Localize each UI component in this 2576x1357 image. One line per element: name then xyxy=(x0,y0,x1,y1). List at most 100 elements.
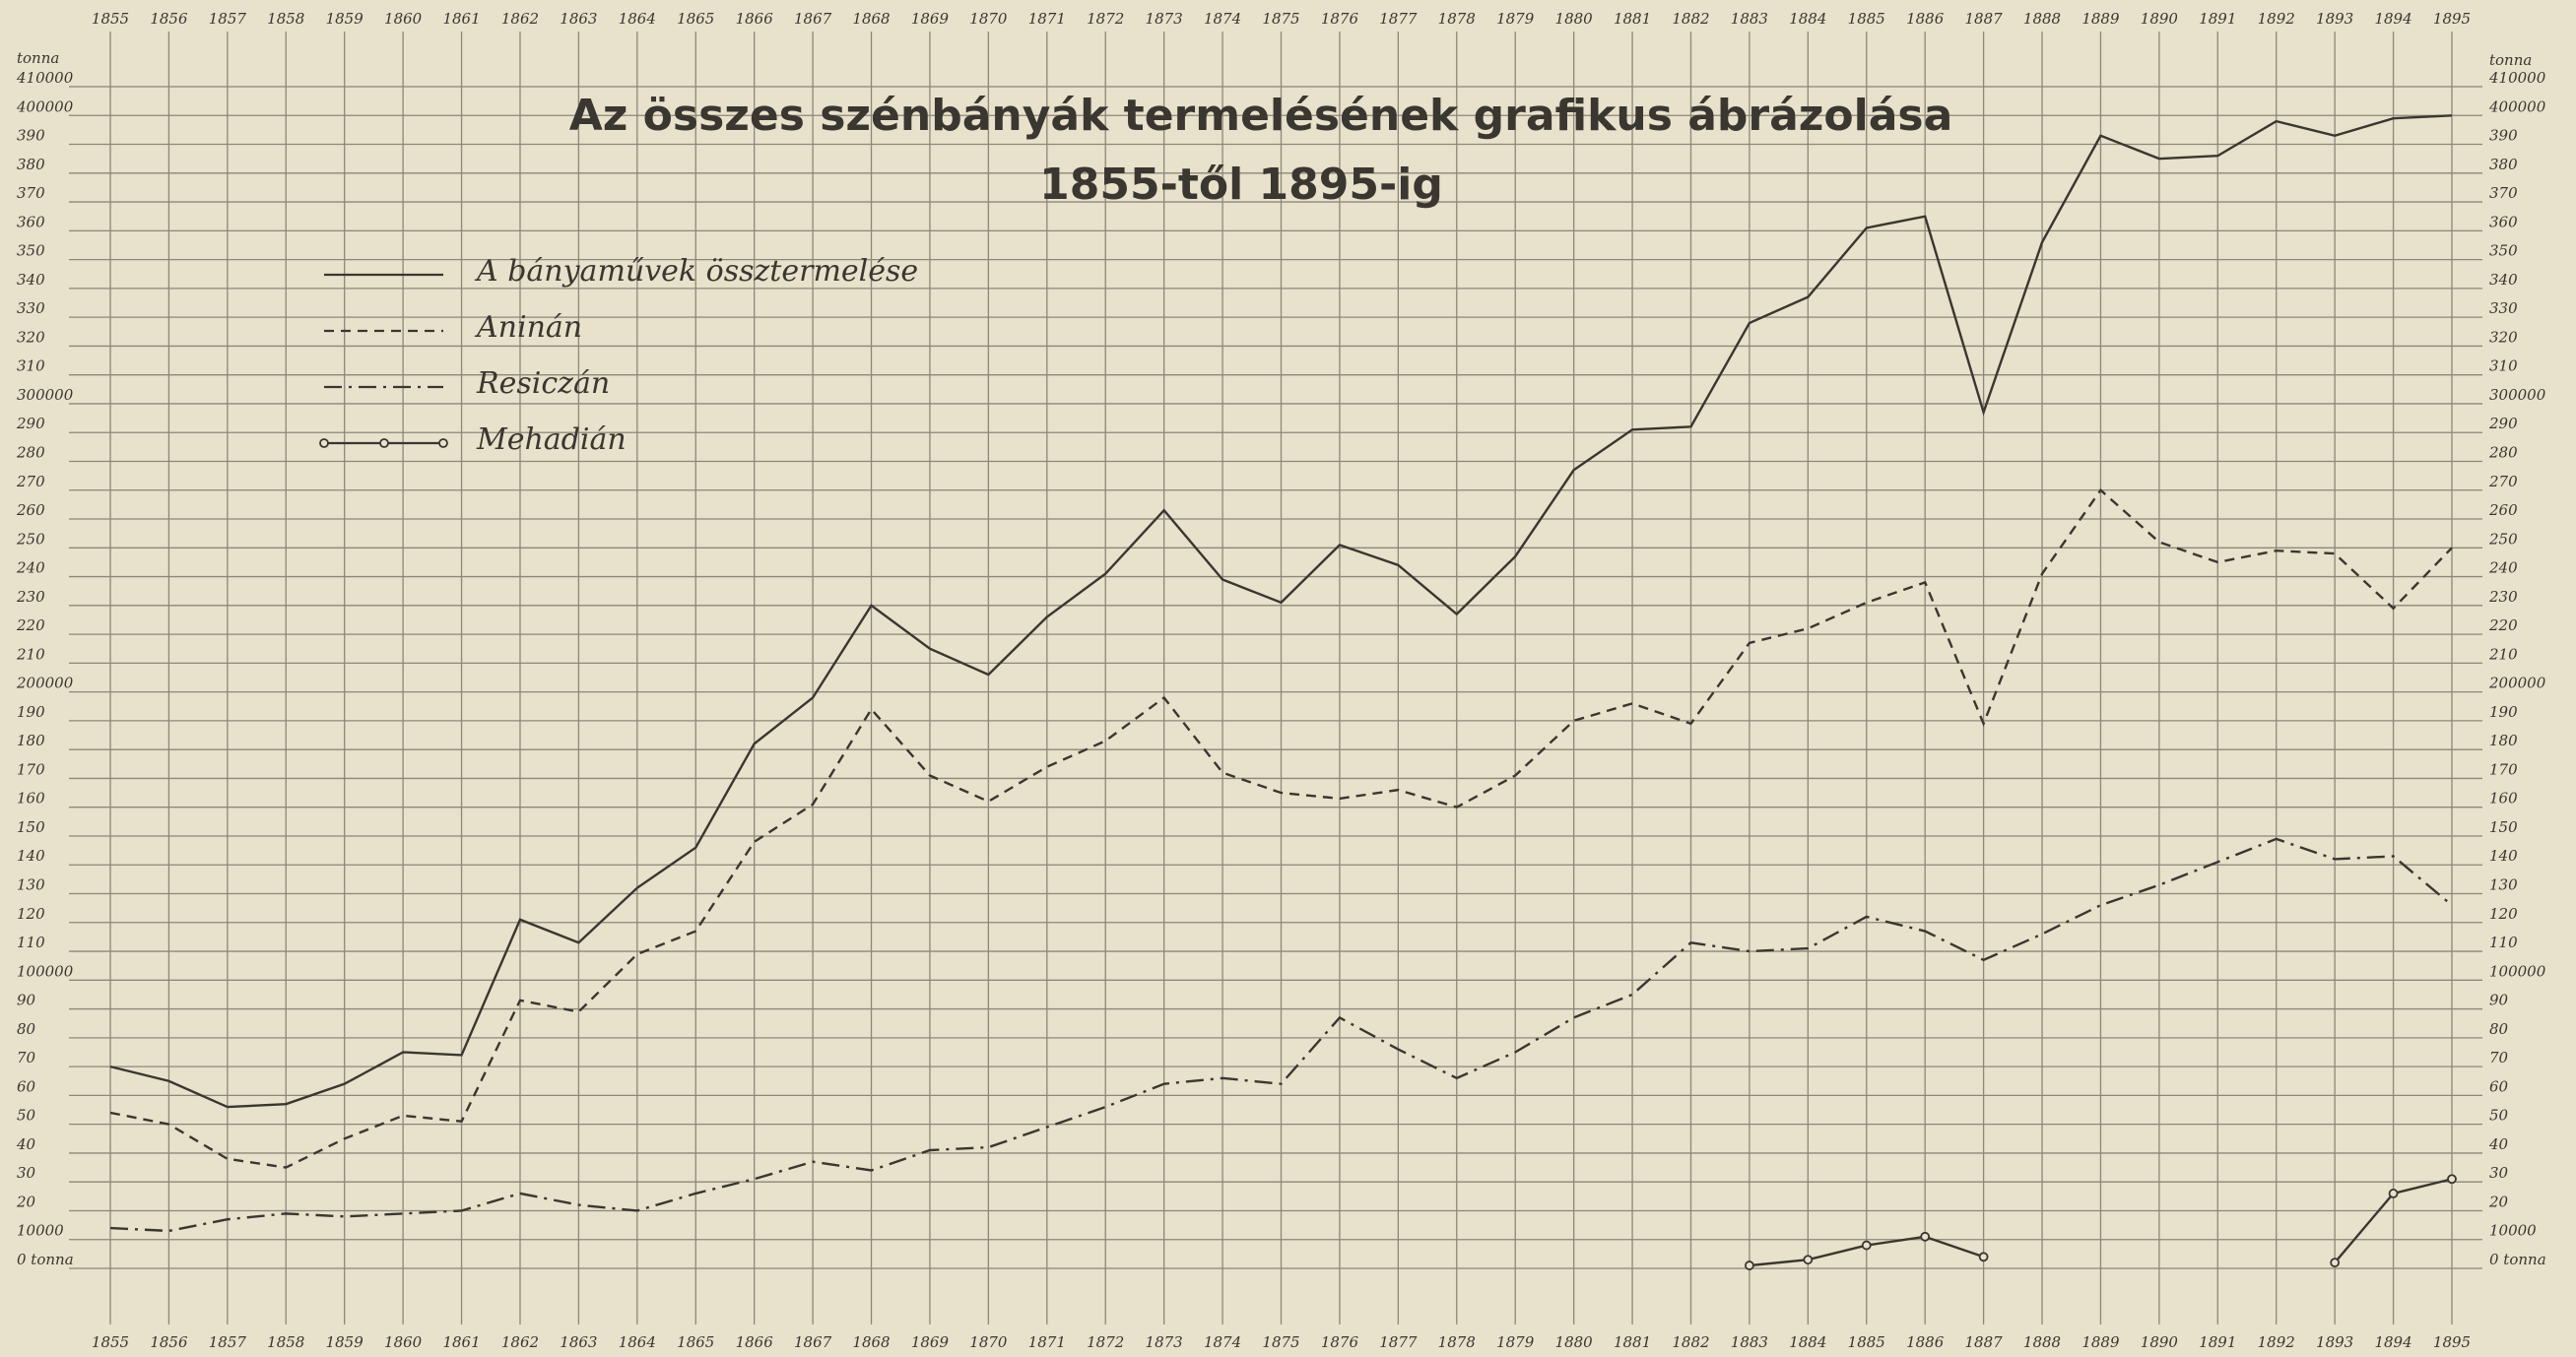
y-tick-label: 100000 xyxy=(17,962,74,980)
chart-subtitle: 1855-től 1895-ig xyxy=(1039,160,1443,210)
x-tick-label: 1891 xyxy=(2199,10,2236,28)
data-point xyxy=(1803,1255,1814,1265)
y2-tick-label: 160 xyxy=(2489,790,2518,808)
x-tick-label: 1869 xyxy=(911,1333,950,1351)
y2-tick-label: 310 xyxy=(2489,357,2518,375)
x-tick-label: 1861 xyxy=(442,10,480,28)
y2-tick-label: 90 xyxy=(2489,992,2509,1009)
y2-tick-label: 370 xyxy=(2489,184,2518,202)
x-tick-label: 1873 xyxy=(1146,1333,1183,1351)
x-tick-label: 1893 xyxy=(2316,1333,2353,1351)
x-tick-label: 1855 xyxy=(92,1333,129,1351)
y-tick-label: 80 xyxy=(17,1020,36,1038)
x-tick-label: 1874 xyxy=(1204,1333,1241,1351)
y2-tick-label: 30 xyxy=(2489,1164,2509,1182)
y-tick-label: 280 xyxy=(16,443,45,461)
data-point xyxy=(2388,1189,2399,1198)
x-tick-label: 1878 xyxy=(1438,1333,1476,1351)
x-tick-label: 1871 xyxy=(1028,10,1066,28)
y2-tick-label: 10000 xyxy=(2489,1222,2537,1240)
y2-tick-label: 100000 xyxy=(2489,962,2546,980)
x-tick-label: 1872 xyxy=(1087,10,1124,28)
x-tick-label: 1884 xyxy=(1789,1333,1826,1351)
x-tick-label: 1866 xyxy=(736,10,774,28)
y-tick-label: 170 xyxy=(17,760,45,778)
x-tick-label: 1859 xyxy=(326,1333,364,1351)
legend-label: Mehadián xyxy=(476,422,627,457)
x-tick-label: 1895 xyxy=(2433,1333,2471,1351)
x-tick-label: 1873 xyxy=(1146,10,1183,28)
y2-tick-label: 190 xyxy=(2489,703,2518,721)
x-tick-label: 1893 xyxy=(2316,10,2353,28)
y-tick-label: 380 xyxy=(17,156,45,173)
x-tick-label: 1868 xyxy=(852,1333,890,1351)
data-point xyxy=(2447,1174,2457,1185)
data-point xyxy=(1861,1240,1872,1251)
y-tick-label: 60 xyxy=(17,1077,36,1095)
legend-label: Aninán xyxy=(474,310,582,345)
y-tick-label: 0 tonna xyxy=(17,1251,74,1268)
x-tick-label: 1866 xyxy=(736,1333,774,1351)
data-point xyxy=(1978,1252,1989,1262)
y-tick-label: 70 xyxy=(17,1049,36,1066)
y-tick-label: 230 xyxy=(16,588,45,606)
y2-tick-label: 410000 xyxy=(2488,69,2546,87)
y-tick-label: 330 xyxy=(17,299,45,317)
y-tick-label: 10000 xyxy=(17,1222,64,1240)
x-tick-label: 1884 xyxy=(1789,10,1826,28)
y-tick-label: 310 xyxy=(17,357,45,375)
x-tick-label: 1858 xyxy=(267,10,304,28)
x-tick-label: 1862 xyxy=(501,1333,539,1351)
y2-tick-label: 240 xyxy=(2488,559,2518,577)
y2-tick-label: 40 xyxy=(2488,1135,2509,1153)
x-tick-label: 1883 xyxy=(1731,10,1768,28)
x-tick-label: 1885 xyxy=(1848,10,1885,28)
y-tick-label: 40 xyxy=(16,1135,36,1153)
y2-tick-label: 230 xyxy=(2488,588,2518,606)
x-tick-label: 1869 xyxy=(911,10,950,28)
y-tick-label: 90 xyxy=(17,992,36,1009)
y-tick-label: 300000 xyxy=(17,386,74,404)
x-tick-label: 1894 xyxy=(2374,10,2411,28)
x-tick-label: 1857 xyxy=(209,1333,247,1351)
x-tick-label: 1856 xyxy=(150,10,188,28)
y-tick-label: 410000 xyxy=(16,69,74,87)
y2-tick-label: 0 tonna xyxy=(2489,1251,2546,1268)
y-tick-label: 30 xyxy=(17,1164,36,1182)
x-tick-label: 1867 xyxy=(794,1333,832,1351)
x-tick-label: 1892 xyxy=(2258,10,2295,28)
y-tick-label: 110 xyxy=(17,934,45,951)
y-tick-label: 250 xyxy=(16,530,45,548)
x-tick-label: 1882 xyxy=(1672,10,1709,28)
x-tick-label: 1864 xyxy=(619,1333,656,1351)
y2-tick-label: 270 xyxy=(2488,473,2518,490)
y-tick-label: 400000 xyxy=(16,97,74,115)
y-tick-label: 190 xyxy=(17,703,45,721)
x-tick-label: 1878 xyxy=(1438,10,1476,28)
x-tick-label: 1895 xyxy=(2433,10,2471,28)
x-tick-label: 1868 xyxy=(852,10,890,28)
y-tick-label: 390 xyxy=(17,127,45,145)
y2-tick-label: 50 xyxy=(2489,1107,2509,1125)
y2-tick-label: 60 xyxy=(2489,1077,2509,1095)
x-tick-label: 1876 xyxy=(1321,10,1359,28)
y2-tick-label: 260 xyxy=(2488,501,2518,519)
x-tick-label: 1877 xyxy=(1379,1333,1418,1351)
y2-tick-label: 280 xyxy=(2488,443,2518,461)
legend-marker xyxy=(438,438,448,448)
y-tick-label: 220 xyxy=(16,616,45,634)
y-tick-label: 270 xyxy=(16,473,45,490)
x-tick-label: 1863 xyxy=(560,10,597,28)
y2-tick-label: 150 xyxy=(2489,818,2518,836)
x-tick-label: 1879 xyxy=(1496,1333,1535,1351)
x-tick-label: 1864 xyxy=(619,10,656,28)
data-point xyxy=(1745,1260,1754,1270)
y-tick-label: 370 xyxy=(17,184,45,202)
x-tick-label: 1880 xyxy=(1555,1333,1594,1351)
x-tick-label: 1862 xyxy=(501,10,539,28)
x-tick-label: 1889 xyxy=(2081,10,2120,28)
y2-tick-label: 170 xyxy=(2489,760,2518,778)
y-tick-label: 320 xyxy=(17,328,45,346)
